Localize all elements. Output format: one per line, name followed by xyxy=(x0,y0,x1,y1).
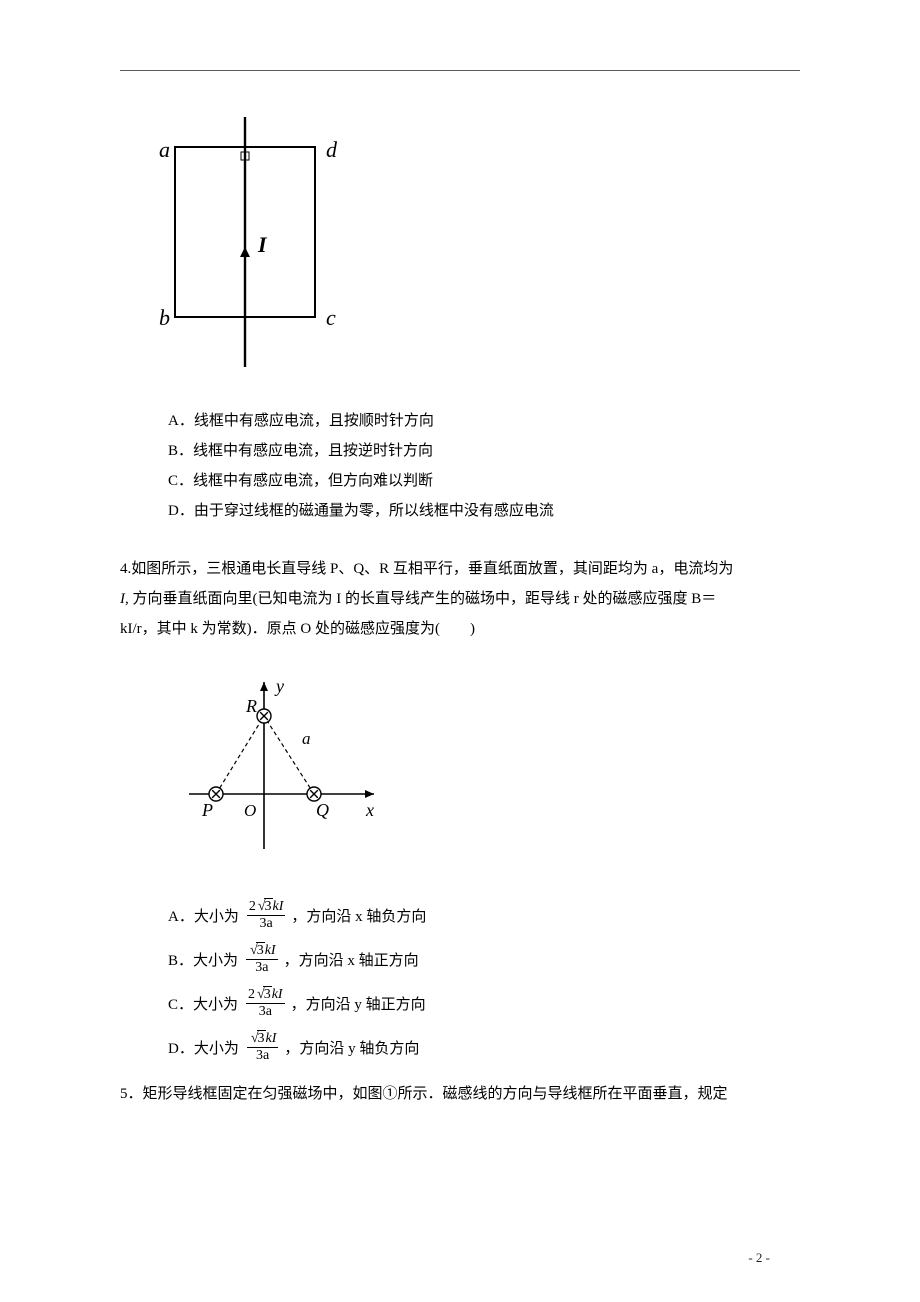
q5-stem: 5．矩形导线框固定在匀强磁场中，如图①所示．磁感线的方向与导线框所在平面垂直，规… xyxy=(120,1079,800,1109)
svg-text:O: O xyxy=(244,801,256,820)
q4-options: A．大小为 23kI 3a ，方向沿 x 轴负方向 B．大小为 3kI 3a ，… xyxy=(168,893,800,1069)
q4-option-c: C．大小为 23kI 3a ，方向沿 y 轴正方向 xyxy=(168,981,800,1025)
svg-text:b: b xyxy=(159,305,170,330)
q3-options: A．线框中有感应电流，且按顺时针方向 B．线框中有感应电流，且按逆时针方向 C．… xyxy=(168,406,800,526)
svg-text:P: P xyxy=(201,800,213,820)
q3-figure: a d b c I xyxy=(150,107,800,382)
svg-text:R: R xyxy=(245,696,257,716)
q4-opt-a-fraction: 23kI 3a xyxy=(247,900,286,931)
q4-stem-line1: 4.如图所示，三根通电长直导线 P、Q、R 互相平行，垂直纸面放置，其间距均为 … xyxy=(120,554,800,584)
svg-text:I: I xyxy=(257,232,268,257)
svg-text:y: y xyxy=(274,676,284,696)
q4-figure: P O Q Ra x y xyxy=(164,664,800,869)
svg-text:c: c xyxy=(326,305,336,330)
top-rule xyxy=(120,70,800,71)
q4-option-d: D．大小为 3kI 3a ，方向沿 y 轴负方向 xyxy=(168,1025,800,1069)
svg-text:a: a xyxy=(159,137,170,162)
q3-option-a: A．线框中有感应电流，且按顺时针方向 xyxy=(168,406,800,436)
q4-stem: 4.如图所示，三根通电长直导线 P、Q、R 互相平行，垂直纸面放置，其间距均为 … xyxy=(120,554,800,644)
svg-text:Q: Q xyxy=(316,800,329,820)
svg-text:x: x xyxy=(365,800,374,820)
q4-opt-b-fraction: 3kI 3a xyxy=(246,944,278,975)
q4-option-b: B．大小为 3kI 3a ，方向沿 x 轴正方向 xyxy=(168,937,800,981)
q4-stem-line3: kI/r，其中 k 为常数)．原点 O 处的磁感应强度为( ) xyxy=(120,614,800,644)
q3-option-d: D．由于穿过线框的磁通量为零，所以线框中没有感应电流 xyxy=(168,496,800,526)
q3-option-c: C．线框中有感应电流，但方向难以判断 xyxy=(168,466,800,496)
page-number: - 2 - xyxy=(748,1250,770,1266)
q3-option-b: B．线框中有感应电流，且按逆时针方向 xyxy=(168,436,800,466)
page: a d b c I A．线框中有感应电流，且按顺时针方向 B．线框中有感应电流，且按逆时… xyxy=(0,0,920,1302)
svg-text:a: a xyxy=(302,729,311,748)
q4-figure-svg: P O Q Ra x y xyxy=(164,664,394,864)
svg-text:d: d xyxy=(326,137,338,162)
q4-option-a: A．大小为 23kI 3a ，方向沿 x 轴负方向 xyxy=(168,893,800,937)
q4-opt-c-fraction: 23kI 3a xyxy=(246,988,285,1019)
q4-opt-d-fraction: 3kI 3a xyxy=(247,1032,279,1063)
q3-figure-svg: a d b c I xyxy=(150,107,340,377)
q4-stem-line2: I, 方向垂直纸面向里(已知电流为 I 的长直导线产生的磁场中，距导线 r 处的… xyxy=(120,584,800,614)
